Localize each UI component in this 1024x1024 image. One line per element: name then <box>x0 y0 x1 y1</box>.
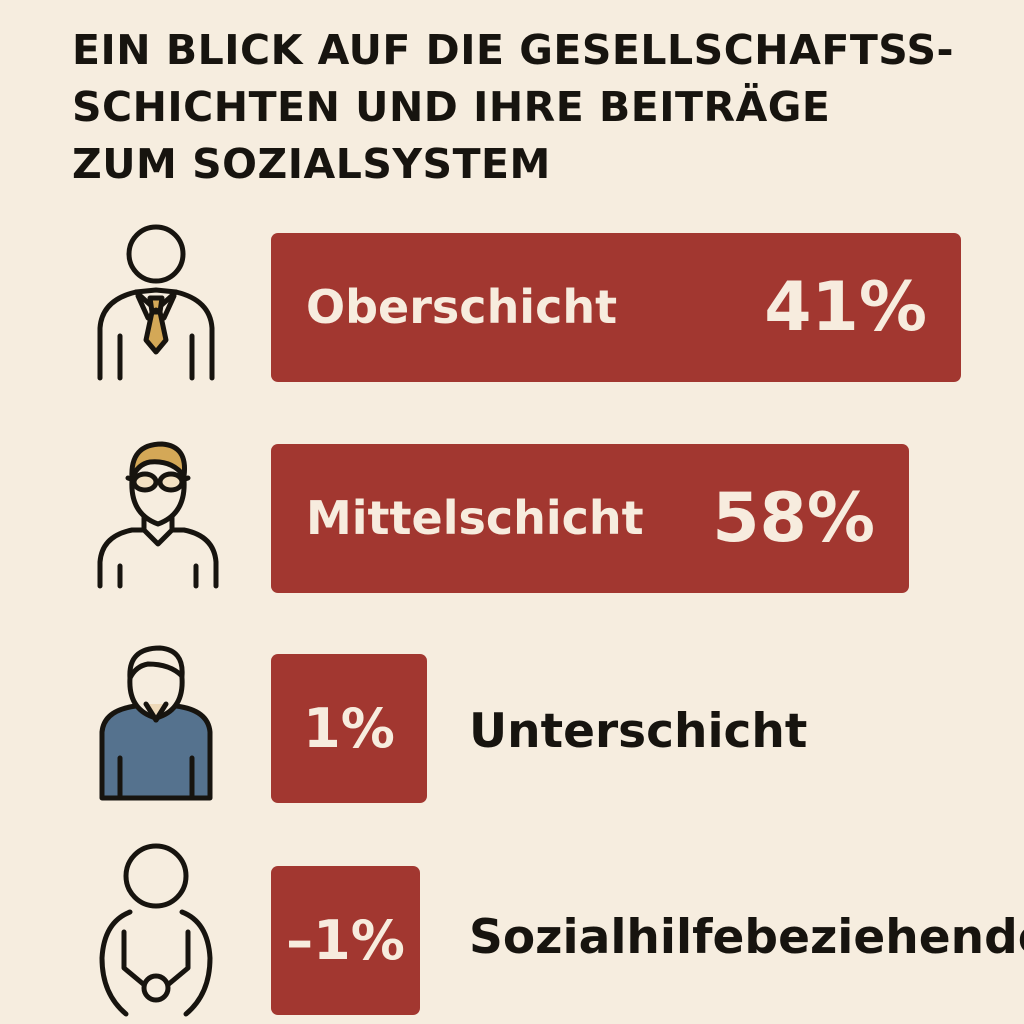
bar-label-sozialhilfebeziehende: Sozialhilfebeziehende <box>469 910 1024 965</box>
bar-value-oberschicht: 41% <box>764 268 927 347</box>
bar-label-unterschicht: Unterschicht <box>469 704 808 759</box>
bar-oberschicht: Oberschicht 41% <box>271 233 961 382</box>
bar-label-mittelschicht: Mittelschicht <box>306 491 644 545</box>
chart-title-line-2: SCHICHTEN UND IHRE BEITRÄGE <box>72 83 831 131</box>
bar-sozialhilfebeziehende: –1% <box>271 866 420 1015</box>
chart-title-line-3: ZUM SOZIALSYSTEM <box>72 140 551 188</box>
upper-class-person-icon <box>90 218 230 388</box>
chart-title-line-1: EIN BLICK AUF DIE GESELLSCHAFTSS- <box>72 26 955 74</box>
chart-title: EIN BLICK AUF DIE GESELLSCHAFTSS- SCHICH… <box>72 22 972 193</box>
lower-class-person-icon <box>90 640 230 810</box>
welfare-recipient-person-icon <box>90 838 230 1017</box>
bar-value-sozialhilfebeziehende: –1% <box>286 909 405 972</box>
bar-value-unterschicht: 1% <box>303 697 395 760</box>
bar-value-mittelschicht: 58% <box>712 479 875 558</box>
middle-class-person-icon <box>90 430 230 600</box>
bar-unterschicht: 1% <box>271 654 427 803</box>
bar-label-oberschicht: Oberschicht <box>306 280 618 334</box>
bar-mittelschicht: Mittelschicht 58% <box>271 444 909 593</box>
